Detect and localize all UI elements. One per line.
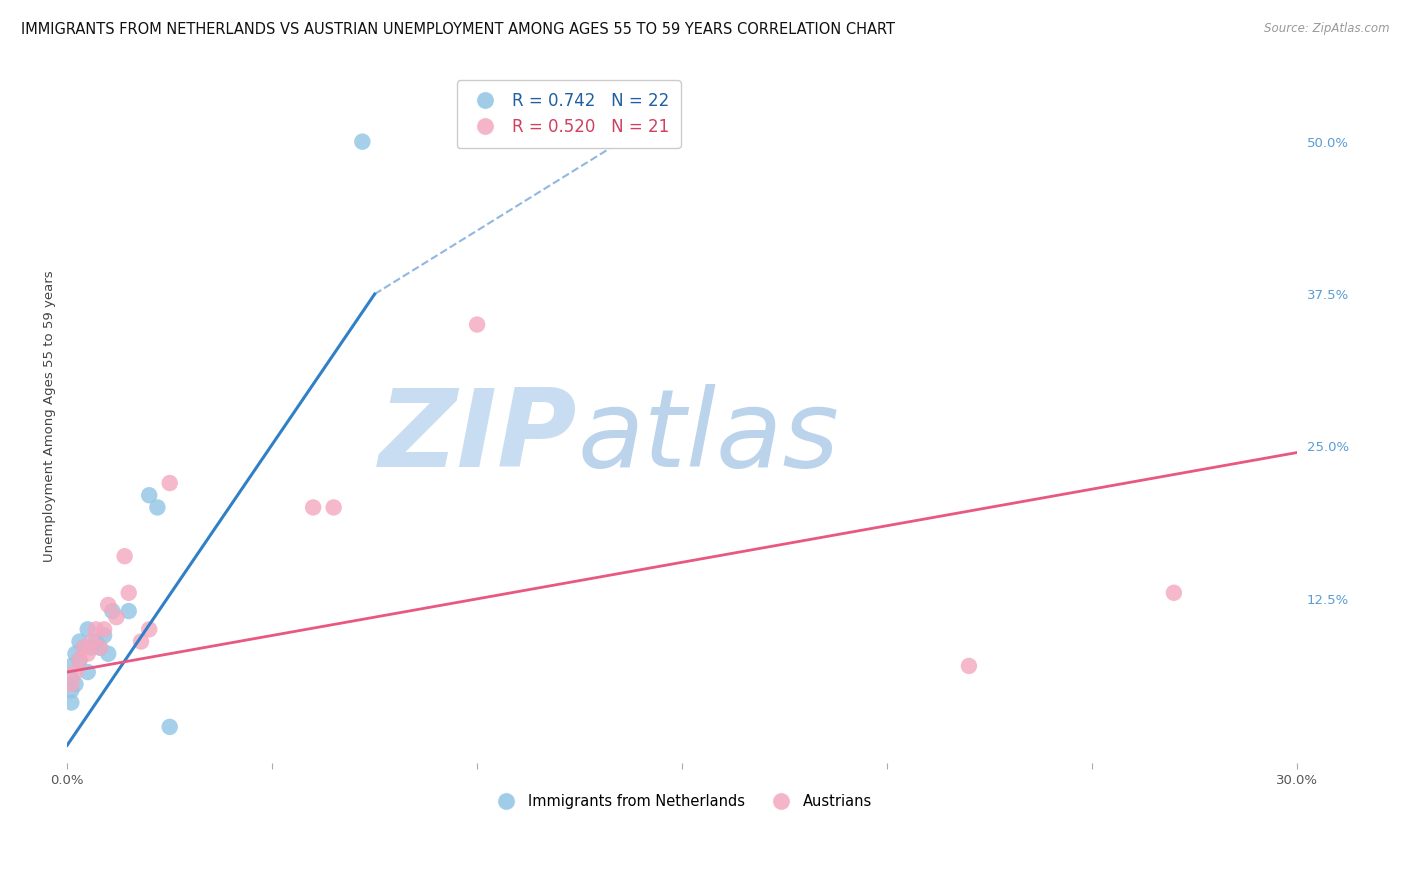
Legend: Immigrants from Netherlands, Austrians: Immigrants from Netherlands, Austrians [485, 789, 879, 815]
Point [84, 623, 107, 637]
Point [322, 500, 344, 515]
Point [69, 653, 91, 667]
Point [60, 696, 83, 710]
Text: IMMIGRANTS FROM NETHERLANDS VS AUSTRIAN UNEMPLOYMENT AMONG AGES 55 TO 59 YEARS C: IMMIGRANTS FROM NETHERLANDS VS AUSTRIAN … [21, 22, 896, 37]
Point [65, 647, 87, 661]
Point [138, 623, 160, 637]
Point [465, 318, 488, 332]
Text: atlas: atlas [578, 384, 839, 490]
Text: ZIP: ZIP [380, 384, 578, 490]
Point [105, 610, 128, 624]
Point [352, 135, 374, 149]
Point [60, 671, 83, 685]
Point [60, 683, 83, 698]
Point [302, 500, 325, 515]
Point [72, 640, 94, 655]
Point [957, 659, 980, 673]
Point [97, 647, 120, 661]
Point [89, 640, 111, 655]
Point [97, 598, 120, 612]
Point [65, 665, 87, 679]
Point [76, 647, 98, 661]
Y-axis label: Unemployment Among Ages 55 to 59 years: Unemployment Among Ages 55 to 59 years [44, 270, 56, 562]
Point [76, 623, 98, 637]
Point [118, 586, 141, 600]
Point [76, 665, 98, 679]
Point [93, 628, 115, 642]
Point [93, 623, 115, 637]
Point [60, 659, 83, 673]
Point [80, 634, 103, 648]
Point [84, 634, 107, 648]
Point [80, 640, 103, 655]
Point [101, 604, 124, 618]
Point [146, 500, 169, 515]
Point [118, 604, 141, 618]
Point [129, 634, 152, 648]
Point [1163, 586, 1185, 600]
Point [89, 640, 111, 655]
Point [159, 720, 181, 734]
Point [114, 549, 136, 564]
Point [60, 677, 83, 691]
Point [69, 653, 91, 667]
Point [65, 677, 87, 691]
Point [69, 634, 91, 648]
Point [72, 640, 94, 655]
Point [138, 488, 160, 502]
Point [159, 476, 181, 491]
Text: Source: ZipAtlas.com: Source: ZipAtlas.com [1264, 22, 1389, 36]
